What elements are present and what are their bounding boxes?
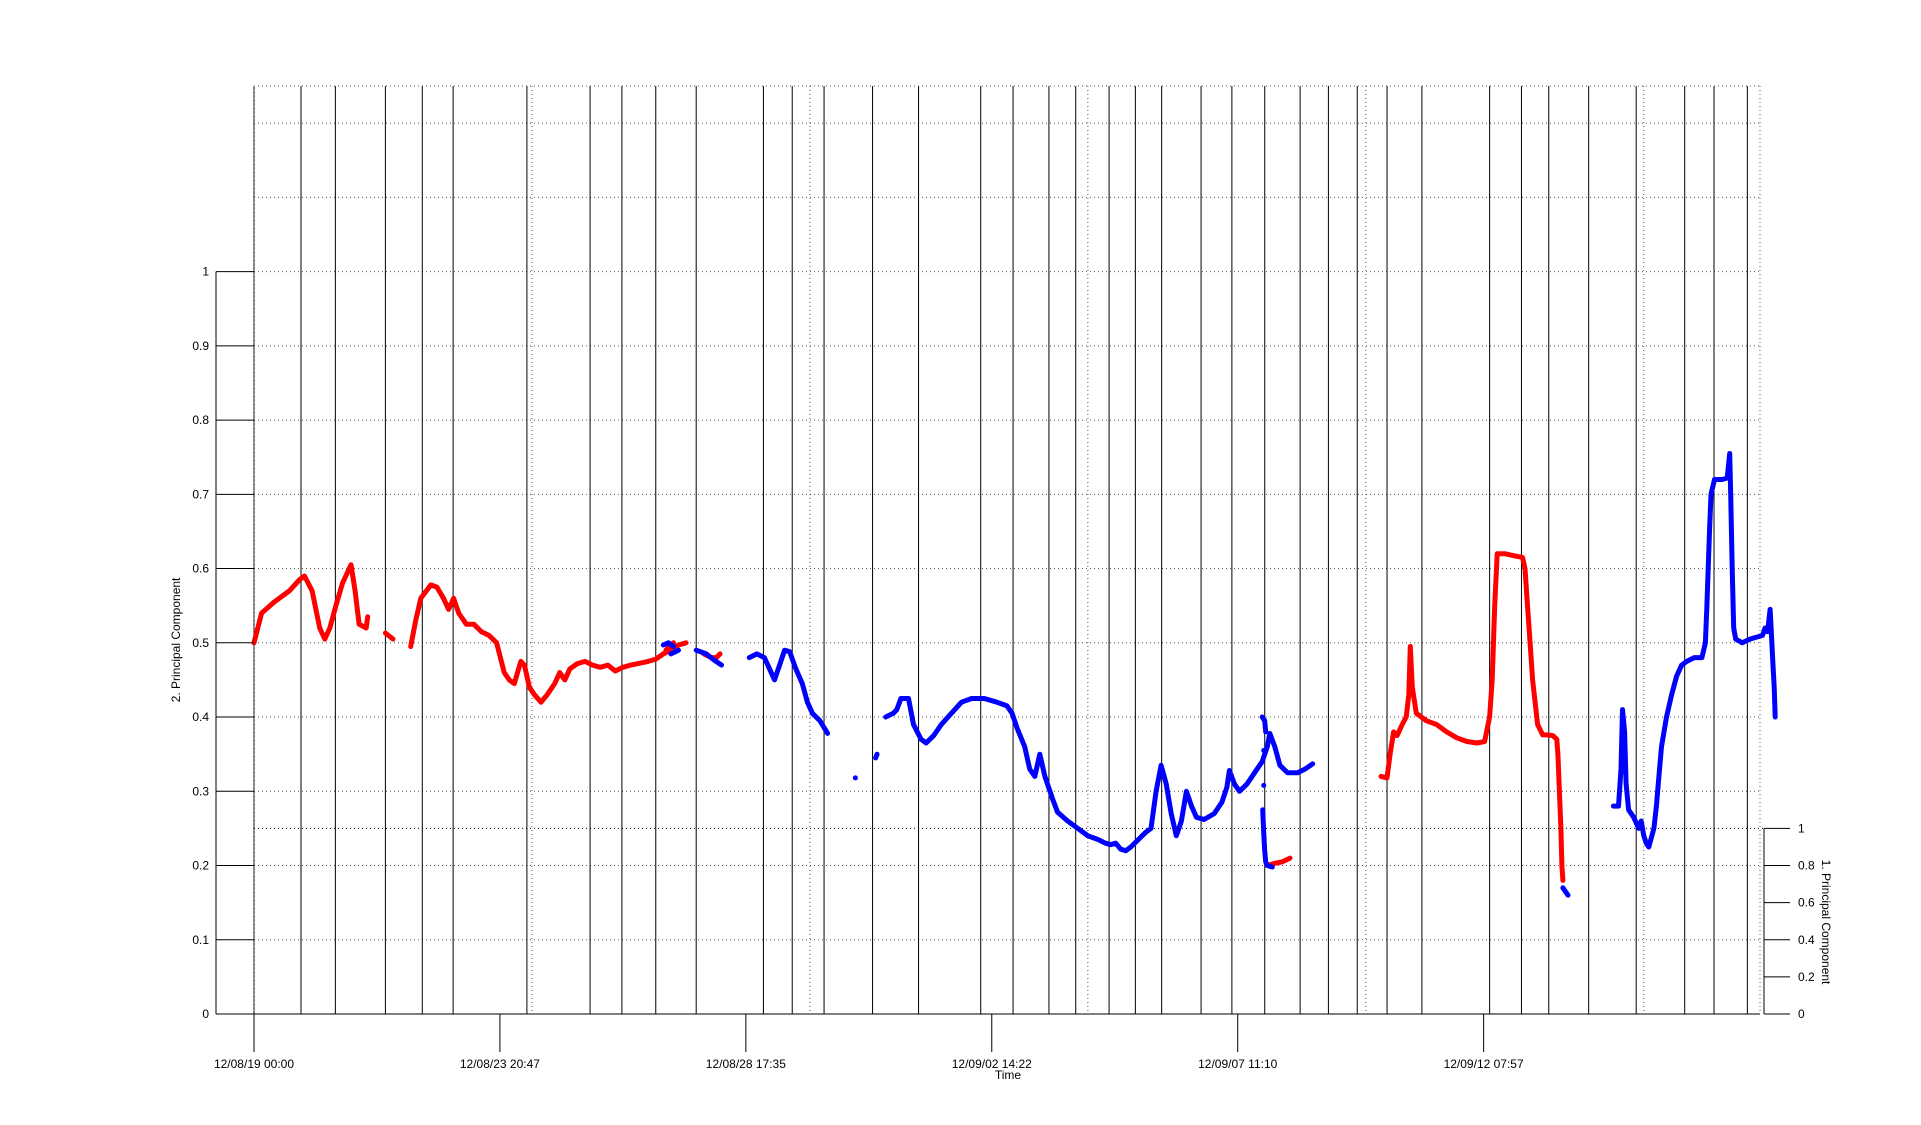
plot-frame <box>253 85 1761 1014</box>
blue-point <box>1261 747 1267 753</box>
blue-series-segment <box>883 696 1316 854</box>
y-tick-label: 0.2 <box>192 859 209 873</box>
red-series-segment <box>251 562 371 646</box>
y2-axis-label: 1. Principal Component <box>1819 860 1833 985</box>
grid <box>254 86 1760 1014</box>
x-tick-label: 12/08/23 20:47 <box>460 1057 540 1071</box>
y-tick-label: 0 <box>202 1007 209 1021</box>
red-point <box>676 642 682 648</box>
x-axis-label: Time <box>995 1068 1022 1082</box>
blue-series-segment <box>1610 451 1778 850</box>
y2-tick-label: 1 <box>1798 821 1805 835</box>
x-tick-label: 12/09/12 07:57 <box>1444 1057 1524 1071</box>
axes: 0 0.1 0.2 0.3 0.4 0.5 0.6 0.7 0.8 0.9 1 0 0.2 0.4 0.6 0… <box>192 265 1815 1071</box>
blue-point <box>852 775 858 781</box>
y2-tick-label: 0.4 <box>1798 933 1815 947</box>
y-tick-label: 1 <box>202 265 209 279</box>
y-tick-label: 0.3 <box>192 784 209 798</box>
x-tick-label: 12/08/28 17:35 <box>706 1057 786 1071</box>
blue-series-segment <box>746 647 831 736</box>
y-tick-label: 0.4 <box>192 710 209 724</box>
event-lines <box>253 86 1748 1014</box>
y-tick-label: 0.6 <box>192 562 209 576</box>
series <box>251 451 1778 898</box>
y2-tick-label: 0 <box>1798 1007 1805 1021</box>
y2-tick-label: 0.2 <box>1798 970 1815 984</box>
y-tick-label: 0.9 <box>192 339 209 353</box>
y-tick-label: 0.7 <box>192 487 209 501</box>
blue-series-segment <box>1260 807 1275 870</box>
y2-tick-label: 0.6 <box>1798 896 1815 910</box>
red-series-segment <box>408 582 689 705</box>
red-series-segment <box>382 630 396 642</box>
x-tick-label: 12/09/07 11:10 <box>1198 1057 1278 1071</box>
y2-tick-label: 0.8 <box>1798 859 1815 873</box>
blue-series-segment <box>668 647 681 657</box>
y-tick-label: 0.8 <box>192 413 209 427</box>
y-axis-label: 2. Principal Component <box>169 577 183 702</box>
blue-series-segment <box>1259 714 1269 735</box>
blue-series-segment <box>1560 885 1571 898</box>
y-tick-label: 0.5 <box>192 636 209 650</box>
y-tick-label: 0.1 <box>192 933 209 947</box>
blue-point <box>1261 782 1267 788</box>
x-tick-label: 12/08/19 00:00 <box>214 1057 294 1071</box>
blue-series-segment <box>693 647 724 668</box>
blue-series-segment <box>873 751 880 761</box>
red-series-segment <box>1378 551 1566 883</box>
x-tick-label: 12/09/02 14:22 <box>952 1057 1032 1071</box>
blue-point <box>668 642 674 648</box>
